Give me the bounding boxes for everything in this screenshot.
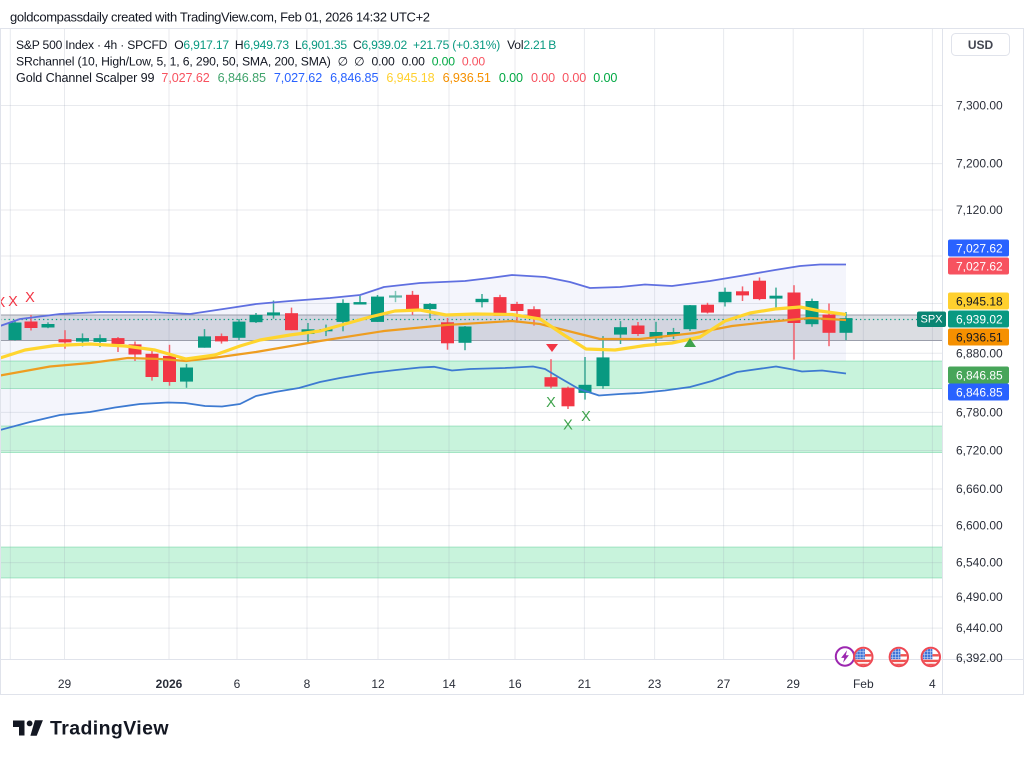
svg-text:14: 14	[442, 677, 456, 691]
svg-text:23: 23	[648, 677, 662, 691]
svg-text:Feb: Feb	[853, 677, 874, 691]
svg-text:6,720.00: 6,720.00	[956, 444, 1003, 458]
svg-text:X: X	[0, 295, 6, 311]
svg-text:6,490.00: 6,490.00	[956, 590, 1003, 604]
svg-text:6,660.00: 6,660.00	[956, 482, 1003, 496]
svg-text:6,939.02: 6,939.02	[956, 313, 1003, 327]
svg-text:27: 27	[717, 677, 731, 691]
svg-text:6,880.00: 6,880.00	[956, 346, 1003, 360]
svg-text:X: X	[8, 294, 18, 310]
svg-text:16: 16	[508, 677, 522, 691]
svg-text:8: 8	[304, 677, 311, 691]
svg-text:29: 29	[787, 677, 801, 691]
svg-text:7,027.62: 7,027.62	[956, 260, 1003, 274]
svg-text:Gold Channel Scalper 997,027.6: Gold Channel Scalper 99 7,027.62 6,846.85 7…	[16, 71, 617, 85]
svg-text:7,027.62: 7,027.62	[956, 242, 1003, 256]
svg-text:USD: USD	[968, 38, 994, 52]
svg-text:6,540.00: 6,540.00	[956, 556, 1003, 570]
svg-text:7,120.00: 7,120.00	[956, 203, 1003, 217]
svg-text:X: X	[546, 395, 556, 411]
svg-text:2026: 2026	[156, 677, 183, 691]
svg-text:6,936.51: 6,936.51	[956, 331, 1003, 345]
svg-text:6: 6	[234, 677, 241, 691]
svg-text:goldcompassdaily created with: goldcompassdaily created with TradingVie…	[10, 10, 430, 25]
svg-text:6,846.85: 6,846.85	[956, 369, 1003, 383]
svg-text:21: 21	[578, 677, 592, 691]
svg-text:X: X	[25, 290, 35, 306]
svg-text:6,846.85: 6,846.85	[956, 386, 1003, 400]
svg-text:6,392.00: 6,392.00	[956, 651, 1003, 665]
svg-text:X: X	[581, 409, 591, 425]
svg-text:X: X	[563, 418, 573, 434]
svg-text:SRchannel (10, High/Low, 5, 1,: SRchannel (10, High/Low, 5, 1, 6, 290, 5…	[16, 55, 485, 69]
svg-text:6,945.18: 6,945.18	[956, 295, 1003, 309]
svg-text:SPX: SPX	[920, 314, 943, 326]
svg-text:TradingView: TradingView	[50, 718, 169, 740]
svg-text:6,440.00: 6,440.00	[956, 621, 1003, 635]
svg-text:7,300.00: 7,300.00	[956, 99, 1003, 113]
svg-text:12: 12	[371, 677, 385, 691]
svg-text:6,780.00: 6,780.00	[956, 405, 1003, 419]
svg-text:7,200.00: 7,200.00	[956, 157, 1003, 171]
svg-text:6,600.00: 6,600.00	[956, 519, 1003, 533]
svg-text:29: 29	[58, 677, 72, 691]
svg-text:4: 4	[929, 677, 936, 691]
